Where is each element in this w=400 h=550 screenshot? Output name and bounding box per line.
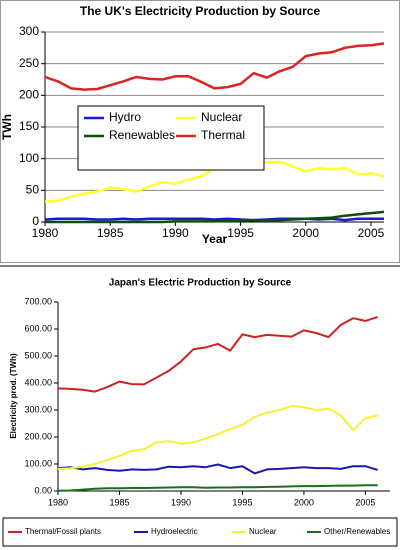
x-tick-label: 1990	[162, 226, 189, 240]
y-tick-label: 300	[19, 24, 39, 38]
y-tick-label: 0	[32, 214, 39, 228]
series-line	[57, 463, 378, 475]
chart-title: Japan's Electric Production by Source	[109, 278, 292, 289]
x-tick-label: 1985	[97, 226, 124, 240]
legend-label: Thermal	[201, 128, 245, 142]
series-line	[57, 404, 378, 470]
y-tick-label: 50	[26, 183, 40, 197]
x-tick-label: 1980	[48, 497, 68, 507]
y-tick-label: 700.00	[24, 296, 52, 306]
y-tick-label: 200.00	[24, 431, 52, 441]
series-line	[57, 484, 378, 492]
x-tick-label: 1995	[227, 226, 254, 240]
y-axis-label: Electricity prod. (TWh)	[9, 353, 18, 439]
y-axis-label: TWh	[0, 114, 14, 140]
y-tick-label: 100	[19, 151, 39, 165]
legend-label: Nuclear	[201, 110, 242, 124]
series-line	[45, 210, 385, 224]
x-tick-label: 2000	[292, 226, 319, 240]
legend-label: Hydro	[109, 110, 141, 124]
legend-label: Nuclear	[249, 527, 277, 536]
x-tick-label: 2005	[355, 497, 375, 507]
legend-label: Renewables	[109, 128, 175, 142]
y-tick-label: 600.00	[24, 323, 52, 333]
axes	[57, 302, 390, 492]
x-tick-label: 1995	[232, 497, 252, 507]
legend-box	[2, 517, 398, 547]
series-line	[57, 315, 379, 393]
y-tick-label: 150	[19, 119, 39, 133]
y-tick-label: 0.00	[34, 485, 52, 495]
x-tick-label: 2005	[358, 226, 385, 240]
x-axis-label: Year	[202, 232, 228, 246]
legend-label: Thermal/Fossil plants	[25, 527, 101, 536]
y-tick-label: 500.00	[24, 350, 52, 360]
x-tick-label: 2000	[294, 497, 314, 507]
x-tick-label: 1985	[109, 497, 129, 507]
y-tick-label: 100.00	[24, 458, 52, 468]
y-tick-label: 300.00	[24, 404, 52, 414]
y-tick-label: 200	[19, 88, 39, 102]
legend-box	[77, 105, 265, 171]
legend-label: Hydroelectric	[151, 527, 198, 536]
series-line	[44, 42, 385, 91]
x-tick-label: 1990	[171, 497, 191, 507]
y-tick-label: 250	[19, 56, 39, 70]
y-tick-label: 400.00	[24, 377, 52, 387]
chart-title: The UK's Electricity Production by Sourc…	[80, 4, 321, 18]
series-line	[44, 217, 384, 222]
legend-label: Other/Renewables	[324, 527, 390, 536]
x-tick-label: 1980	[32, 226, 59, 240]
